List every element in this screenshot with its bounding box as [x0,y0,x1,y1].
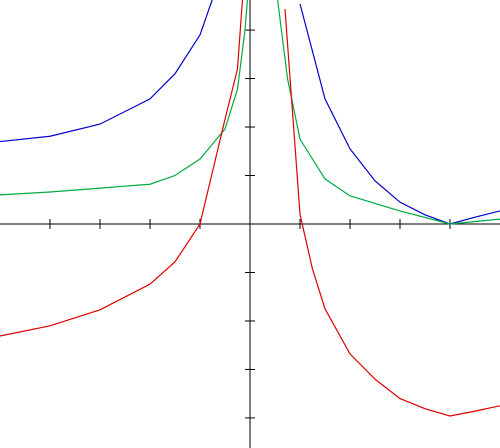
curve [0,0,500,417]
curves [0,0,500,417]
curve [0,0,500,225]
curve [0,0,500,225]
